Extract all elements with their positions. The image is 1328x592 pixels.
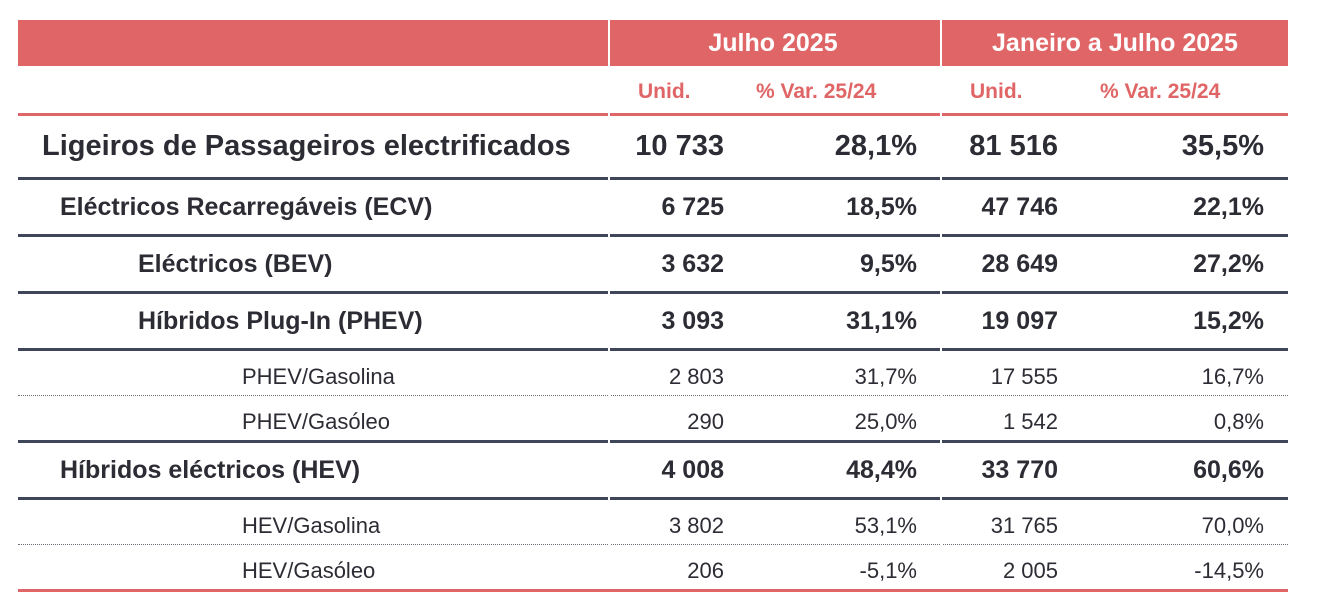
ytd-units: 2 005 [1002,558,1058,583]
column-subheader: Unid. % Var. 25/24 Unid. % Var. 25/24 [18,66,1288,116]
table-row-bev: Eléctricos (BEV) 3 632 9,5% 28 649 27,2% [18,237,1288,294]
july-variation: 53,1% [854,513,917,538]
july-variation: 28,1% [834,130,917,162]
row-label: Híbridos eléctricos (HEV) [60,456,361,484]
july-units: 3 802 [668,513,724,538]
table-row-ecv: Eléctricos Recarregáveis (ECV) 6 725 18,… [18,180,1288,237]
july-variation: 48,4% [846,456,917,484]
table-row-phev: Híbridos Plug-In (PHEV) 3 093 31,1% 19 0… [18,294,1288,351]
table-row-total: Ligeiros de Passageiros electrificados 1… [18,116,1288,180]
ytd-variation: 16,7% [1201,364,1264,389]
july-variation: 25,0% [854,409,917,434]
ytd-units: 33 770 [981,456,1058,484]
ytd-variation: 27,2% [1193,250,1264,278]
july-variation: -5,1% [859,558,917,583]
ytd-variation: 70,0% [1201,513,1264,538]
header-divider [608,20,610,66]
july-units: 3 632 [661,250,724,278]
ytd-variation: 0,8% [1213,409,1264,434]
row-label: HEV/Gasóleo [242,558,376,583]
ytd-units: 19 097 [981,307,1058,335]
july-units: 3 093 [661,307,724,335]
ytd-variation: 22,1% [1193,193,1264,221]
table-row-phev-gasolina: PHEV/Gasolina 2 803 31,7% 17 555 16,7% [18,351,1288,396]
row-label: PHEV/Gasolina [242,364,395,389]
ytd-variation: 15,2% [1193,307,1264,335]
ytd-variation: -14,5% [1194,558,1264,583]
ytd-units: 1 542 [1002,409,1058,434]
ytd-units: 17 555 [990,364,1058,389]
july-variation: 9,5% [860,250,917,278]
ytd-variation: 35,5% [1181,130,1264,162]
july-variation: 18,5% [846,193,917,221]
row-label: Eléctricos (BEV) [138,250,333,278]
col-unid-ytd: Unid. [970,80,1023,103]
period-july-heading: Julho 2025 [708,29,838,57]
july-units: 6 725 [661,193,724,221]
table-row-hev-gasolina: HEV/Gasolina 3 802 53,1% 31 765 70,0% [18,500,1288,545]
header-divider [940,20,942,66]
table-row-hev: Híbridos eléctricos (HEV) 4 008 48,4% 33… [18,443,1288,500]
row-label: Eléctricos Recarregáveis (ECV) [60,193,433,221]
row-label: Híbridos Plug-In (PHEV) [138,307,423,335]
table-header: Julho 2025 Janeiro a Julho 2025 [18,20,1288,66]
table-row-hev-gasoleo: HEV/Gasóleo 206 -5,1% 2 005 -14,5% [18,545,1288,592]
ytd-variation: 60,6% [1193,456,1264,484]
july-units: 4 008 [661,456,724,484]
col-var-ytd: % Var. 25/24 [1100,80,1221,103]
july-units: 10 733 [635,130,724,162]
column-divider [608,66,610,572]
column-divider [940,66,942,572]
july-units: 290 [687,409,724,434]
table-row-phev-gasoleo: PHEV/Gasóleo 290 25,0% 1 542 0,8% [18,396,1288,443]
july-units: 2 803 [668,364,724,389]
col-var-july: % Var. 25/24 [756,80,877,103]
period-ytd-heading: Janeiro a Julho 2025 [992,29,1238,57]
ytd-units: 81 516 [969,130,1058,162]
row-label: PHEV/Gasóleo [242,409,390,434]
col-unid-july: Unid. [638,80,691,103]
july-variation: 31,1% [846,307,917,335]
row-label: Ligeiros de Passageiros electrificados [42,130,571,162]
ytd-units: 28 649 [981,250,1058,278]
ytd-units: 31 765 [990,513,1058,538]
ytd-units: 47 746 [981,193,1058,221]
july-variation: 31,7% [854,364,917,389]
sales-table: Julho 2025 Janeiro a Julho 2025 Unid. % … [18,20,1288,592]
row-label: HEV/Gasolina [242,513,381,538]
july-units: 206 [687,558,724,583]
